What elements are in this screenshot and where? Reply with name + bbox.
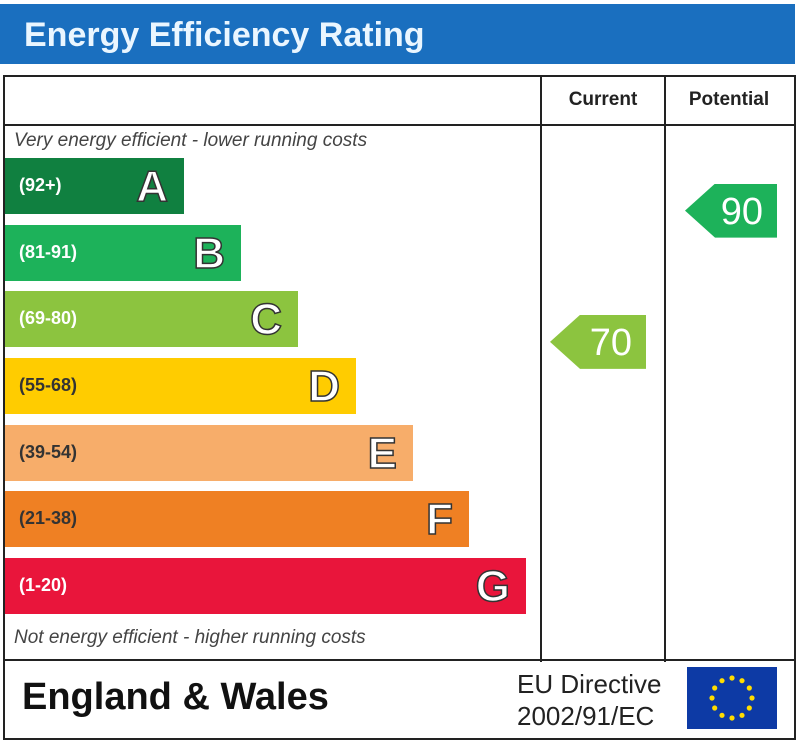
- band-bar-f: (21-38) F: [5, 491, 469, 547]
- top-note: Very energy efficient - lower running co…: [14, 130, 368, 151]
- potential-header: Potential: [688, 89, 770, 110]
- eu-star-icon: [712, 685, 718, 691]
- band-range: (21-38): [19, 508, 78, 528]
- eu-star-icon: [709, 695, 715, 701]
- eu-star-icon: [746, 685, 752, 691]
- band-range: (39-54): [19, 442, 78, 462]
- eu-flag-icon: [687, 667, 777, 729]
- eu-star-icon: [729, 675, 735, 681]
- band-letter: C: [249, 294, 282, 345]
- eu-star-icon: [719, 678, 725, 684]
- band-range: (1-20): [19, 575, 68, 595]
- directive-line2: 2002/91/EC: [517, 701, 655, 731]
- divider: [3, 124, 794, 126]
- band-range: (55-68): [19, 375, 78, 395]
- eu-star-icon: [746, 705, 752, 711]
- band-letter: E: [367, 428, 398, 479]
- band-range: (81-91): [19, 242, 78, 262]
- divider: [664, 75, 666, 662]
- bottom-note: Not energy efficient - higher running co…: [14, 627, 366, 648]
- title-bar: Energy Efficiency Rating: [0, 4, 795, 64]
- band-letter: B: [192, 228, 225, 279]
- potential-rating-arrow: 90: [685, 183, 777, 238]
- divider: [540, 75, 542, 662]
- divider: [3, 659, 794, 661]
- eu-star-icon: [729, 715, 735, 721]
- band-bar-g: (1-20) G: [5, 558, 526, 614]
- eu-star-icon: [712, 705, 718, 711]
- eu-star-icon: [749, 695, 755, 701]
- band-range: (92+): [19, 175, 62, 195]
- current-rating-value: 70: [589, 321, 632, 364]
- band-letter: G: [475, 561, 511, 612]
- eu-star-icon: [739, 678, 745, 684]
- region-label: England & Wales: [22, 676, 329, 718]
- directive-line1: EU Directive: [517, 669, 662, 699]
- eu-directive: EU Directive 2002/91/EC: [517, 668, 661, 732]
- band-letter: D: [307, 361, 340, 412]
- band-range: (69-80): [19, 308, 78, 328]
- potential-rating-value: 90: [720, 190, 763, 233]
- rating-table: [3, 75, 796, 740]
- current-header: Current: [568, 89, 638, 110]
- band-bar-a: (92+) A: [5, 158, 184, 214]
- eu-star-icon: [719, 712, 725, 718]
- band-bar-d: (55-68) D: [5, 358, 356, 414]
- band-bar-e: (39-54) E: [5, 425, 413, 481]
- page-title: Energy Efficiency Rating: [24, 16, 425, 54]
- band-letter: F: [425, 494, 453, 545]
- band-bar-b: (81-91) B: [5, 225, 241, 281]
- band-letter: A: [135, 161, 168, 212]
- eu-star-icon: [739, 712, 745, 718]
- band-bar-c: (69-80) C: [5, 291, 298, 347]
